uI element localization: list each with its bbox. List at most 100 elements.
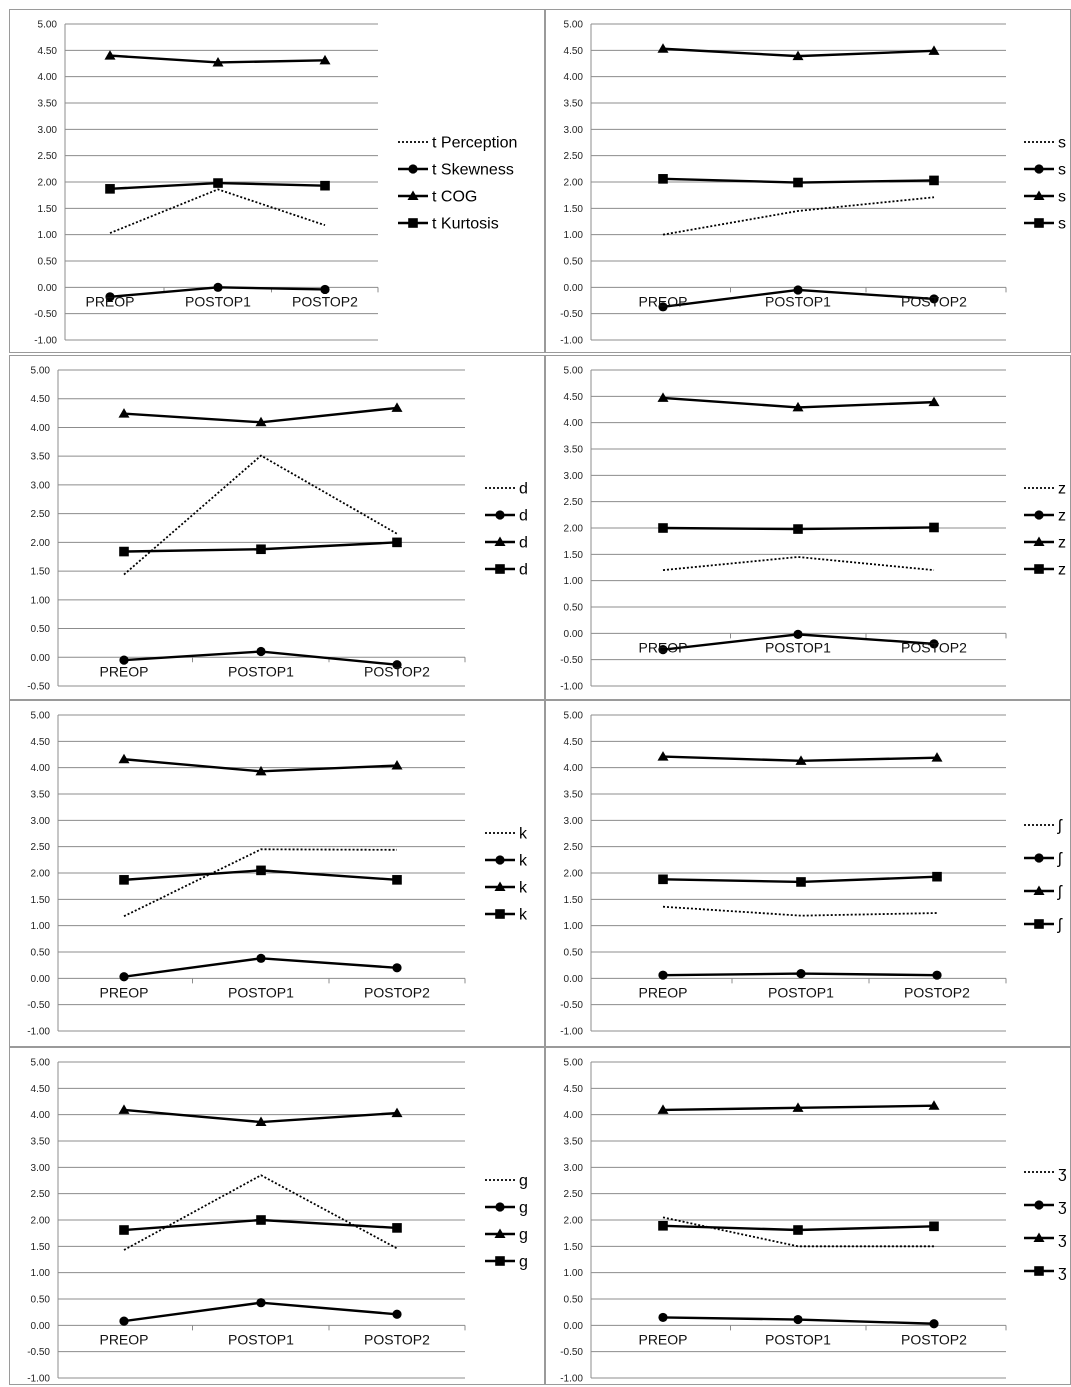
y-tick-label: 4.00 xyxy=(564,763,584,774)
y-tick-label: -1.00 xyxy=(560,1374,583,1385)
data-point xyxy=(796,877,806,887)
y-tick-label: 0.00 xyxy=(31,1321,51,1332)
legend-label: ʒ xyxy=(1058,1264,1067,1281)
y-tick-label: 1.00 xyxy=(31,1268,51,1279)
data-point xyxy=(929,639,939,649)
y-tick-label: 0.50 xyxy=(38,257,58,268)
y-tick-label: 4.00 xyxy=(31,423,51,434)
y-tick-label: 2.00 xyxy=(564,178,584,189)
y-tick-label: 4.50 xyxy=(31,737,51,748)
legend-marker xyxy=(495,855,505,865)
x-tick-label: POSTOP2 xyxy=(904,984,970,1000)
legend-label: z xyxy=(1058,508,1066,525)
data-point xyxy=(104,50,116,60)
line-chart: 5.00 4.50 4.00 3.50 3.00 2.50 2.00 1.50 1.00 0.50… xyxy=(27,1058,528,1385)
legend-label: k xyxy=(519,853,528,870)
y-tick-label: 4.00 xyxy=(38,72,58,83)
data-point xyxy=(392,537,402,548)
data-point xyxy=(256,646,266,657)
data-point xyxy=(793,1225,803,1235)
y-tick-label: 0.50 xyxy=(31,624,51,635)
data-point xyxy=(119,972,129,982)
y-tick-label: 3.00 xyxy=(31,1163,51,1174)
y-tick-label: 0.00 xyxy=(564,1321,584,1332)
y-tick-label: 1.00 xyxy=(564,576,584,587)
data-point xyxy=(118,753,130,764)
legend-label: z xyxy=(1058,562,1066,579)
chart-panel-3: 5.00 4.50 4.00 3.50 3.00 2.50 2.00 1.50 1.00 0.50… xyxy=(9,355,545,700)
data-point xyxy=(658,970,668,980)
data-point xyxy=(256,1298,266,1308)
y-tick-label: 3.50 xyxy=(564,445,584,456)
chart-panel-8: 5.00 4.50 4.00 3.50 3.00 2.50 2.00 1.50 1.00 0.50… xyxy=(545,1047,1071,1385)
legend-label: ʃ xyxy=(1057,917,1063,934)
x-tick-label: POSTOP2 xyxy=(292,293,358,309)
series-line-1 xyxy=(662,556,935,572)
y-tick-label: 4.00 xyxy=(31,763,51,774)
data-point xyxy=(213,178,223,188)
y-tick-label: 2.50 xyxy=(31,509,51,520)
series-line-1 xyxy=(123,848,398,917)
data-point xyxy=(392,1309,402,1319)
y-tick-label: 2.00 xyxy=(38,178,58,189)
series-line-1 xyxy=(123,1174,398,1251)
legend-label: k xyxy=(519,826,528,843)
data-point xyxy=(392,963,402,973)
x-tick-label: POSTOP2 xyxy=(901,639,967,655)
y-tick-label: 0.00 xyxy=(31,974,51,985)
data-point xyxy=(320,284,330,295)
legend-label: g xyxy=(519,1173,528,1190)
data-point xyxy=(119,875,129,885)
data-point xyxy=(320,180,330,191)
y-tick-label: 1.50 xyxy=(564,204,584,215)
y-tick-label: 1.50 xyxy=(564,1242,584,1253)
y-tick-label: 2.50 xyxy=(564,151,584,162)
x-tick-label: POSTOP2 xyxy=(364,984,430,1000)
y-tick-label: 5.00 xyxy=(564,366,584,377)
y-tick-label: 4.00 xyxy=(564,418,584,429)
data-point xyxy=(392,875,402,885)
data-point xyxy=(256,544,266,555)
legend-label: s xyxy=(1058,162,1066,179)
y-tick-label: 4.50 xyxy=(31,394,51,405)
legend-label: t Kurtosis xyxy=(432,216,499,233)
data-point xyxy=(105,292,115,302)
legend-marker xyxy=(1034,853,1044,863)
data-point xyxy=(657,1104,669,1114)
data-point xyxy=(319,54,331,65)
data-point xyxy=(658,1312,668,1323)
legend-label: g xyxy=(519,1200,528,1217)
series-line-1 xyxy=(662,196,935,236)
y-tick-label: 3.50 xyxy=(564,99,584,110)
y-tick-label: 4.50 xyxy=(564,46,584,57)
y-tick-label: 3.00 xyxy=(564,471,584,482)
data-point xyxy=(658,645,668,655)
data-point xyxy=(932,871,942,882)
y-tick-label: 1.50 xyxy=(38,204,58,215)
x-tick-label: POSTOP1 xyxy=(228,984,294,1000)
legend-marker xyxy=(494,881,506,891)
x-tick-label: PREOP xyxy=(638,293,687,309)
data-point xyxy=(795,755,807,765)
y-tick-label: 1.00 xyxy=(31,921,51,932)
y-tick-label: -0.50 xyxy=(560,1347,583,1358)
y-tick-label: 3.00 xyxy=(38,125,58,136)
y-tick-label: -0.50 xyxy=(34,309,57,320)
series-line-1 xyxy=(662,1216,934,1248)
y-tick-label: 0.50 xyxy=(564,1295,584,1306)
y-tick-label: 5.00 xyxy=(31,1058,51,1069)
legend-label: z xyxy=(1058,535,1066,552)
y-tick-label: 3.50 xyxy=(38,99,58,110)
data-point xyxy=(255,416,267,427)
data-point xyxy=(928,1100,940,1110)
y-tick-label: -0.50 xyxy=(27,1347,50,1358)
legend-label: g xyxy=(519,1227,528,1244)
legend-label: t Skewness xyxy=(432,162,514,179)
chart-panel-2: 5.00 4.50 4.00 3.50 3.00 2.50 2.00 1.50 1.00 0.50… xyxy=(545,9,1071,353)
x-tick-label: POSTOP2 xyxy=(901,293,967,309)
data-point xyxy=(658,1220,668,1231)
line-chart: 5.00 4.50 4.00 3.50 3.00 2.50 2.00 1.50 1.00 0.50… xyxy=(27,711,528,1038)
legend-label: ʃ xyxy=(1057,851,1063,868)
y-tick-label: 1.00 xyxy=(38,230,58,241)
